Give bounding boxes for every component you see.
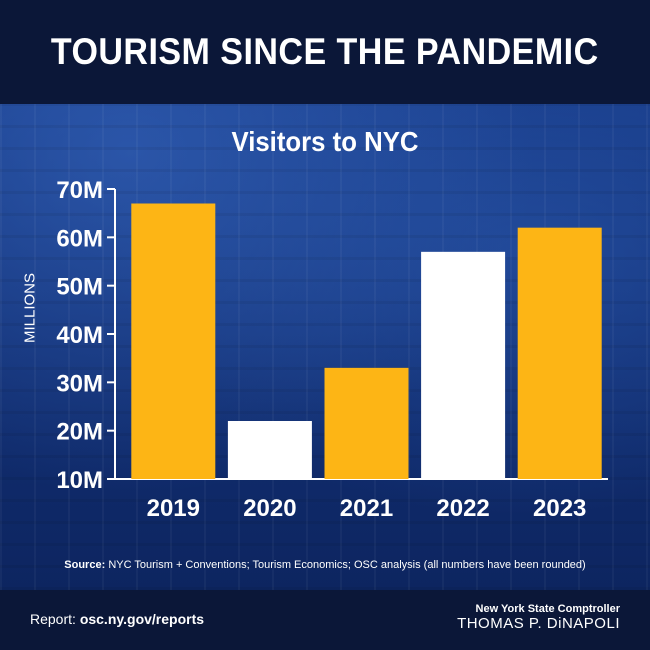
source-note: Source: NYC Tourism + Conventions; Touri… <box>0 559 650 571</box>
report-label: Report: <box>30 611 76 627</box>
y-tick-label: 20M <box>56 419 103 446</box>
x-tick-label: 2021 <box>340 495 393 522</box>
comptroller-name: THOMAS P. DiNAPOLI <box>457 615 620 632</box>
source-label: Source: <box>64 559 106 571</box>
comptroller-org: New York State Comptroller <box>475 603 620 615</box>
bar-2019 <box>131 203 216 479</box>
chart-title: Visitors to NYC <box>231 126 419 157</box>
source-text: NYC Tourism + Conventions; Tourism Econo… <box>108 559 586 571</box>
x-tick-label: 2023 <box>533 495 586 522</box>
x-tick-label: 2022 <box>436 495 489 522</box>
report-link: Report: osc.ny.gov/reports <box>30 611 204 627</box>
x-tick-label: 2020 <box>243 495 296 522</box>
y-tick-label: 60M <box>56 225 103 252</box>
footer: Report: osc.ny.gov/reports New York Stat… <box>0 590 650 650</box>
bar-2023 <box>517 227 602 479</box>
bar-2022 <box>421 251 506 479</box>
header-banner: TOURISM SINCE THE PANDEMIC <box>0 0 650 104</box>
y-tick-label: 50M <box>56 274 103 301</box>
comptroller-signature: New York State Comptroller THOMAS P. DiN… <box>457 603 620 632</box>
bar-2021 <box>324 367 409 479</box>
y-tick-label: 70M <box>56 177 103 204</box>
report-url[interactable]: osc.ny.gov/reports <box>79 611 205 627</box>
y-tick-label: 40M <box>56 322 103 349</box>
y-tick-label: 30M <box>56 370 103 397</box>
page-title: TOURISM SINCE THE PANDEMIC <box>51 31 599 72</box>
bar-2020 <box>227 421 312 479</box>
x-tick-label: 2019 <box>147 495 200 522</box>
y-tick-label: 10M <box>56 467 103 494</box>
